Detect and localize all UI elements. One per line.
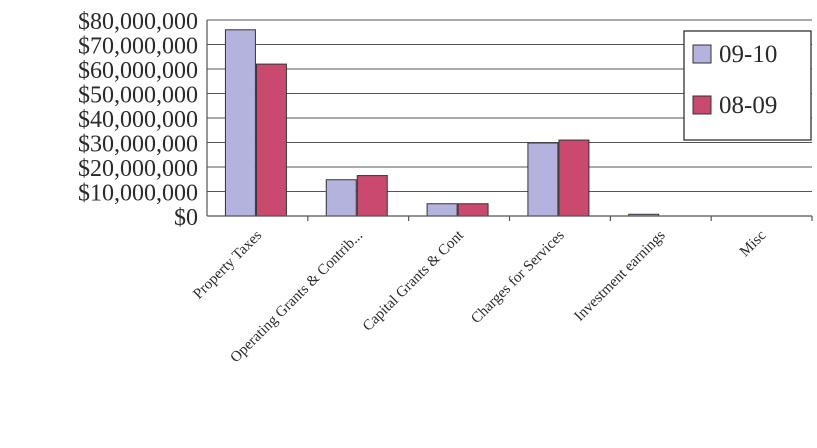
bar bbox=[356, 175, 388, 217]
y-axis-tick-labels: $80,000,000$70,000,000$60,000,000$50,000… bbox=[78, 9, 198, 231]
x-category-label: Investment earnings bbox=[572, 227, 669, 324]
y-tick-label: $40,000,000 bbox=[78, 107, 198, 133]
legend-swatch bbox=[692, 44, 712, 64]
legend-label: 09-10 bbox=[719, 41, 777, 68]
x-category-label: Misc bbox=[737, 227, 770, 260]
bar bbox=[426, 203, 458, 217]
x-category-label: Capital Grants & Cont bbox=[360, 227, 468, 335]
y-tick-label: $80,000,000 bbox=[78, 9, 198, 35]
x-category-label: Property Taxes bbox=[190, 227, 265, 302]
y-tick-label: $70,000,000 bbox=[78, 34, 198, 60]
legend: 09-10 08-09 bbox=[683, 30, 812, 141]
gridlines bbox=[207, 19, 812, 192]
legend-swatch bbox=[692, 95, 712, 115]
y-tick-label: $30,000,000 bbox=[78, 132, 198, 158]
bar bbox=[325, 179, 357, 217]
y-tick-label: $20,000,000 bbox=[78, 156, 198, 182]
axes bbox=[206, 20, 813, 221]
y-tick-label: $10,000,000 bbox=[78, 181, 198, 207]
legend-label: 08-09 bbox=[719, 92, 777, 119]
bar bbox=[255, 63, 287, 217]
bar bbox=[527, 142, 559, 217]
bar bbox=[224, 29, 256, 217]
x-category-label: Charges for Services bbox=[468, 227, 568, 327]
y-tick-label: $60,000,000 bbox=[78, 58, 198, 84]
y-tick-label: $50,000,000 bbox=[78, 83, 198, 109]
y-tick-label: $0 bbox=[174, 205, 198, 231]
bar bbox=[558, 139, 590, 217]
bar bbox=[457, 203, 489, 217]
bars bbox=[224, 29, 660, 217]
